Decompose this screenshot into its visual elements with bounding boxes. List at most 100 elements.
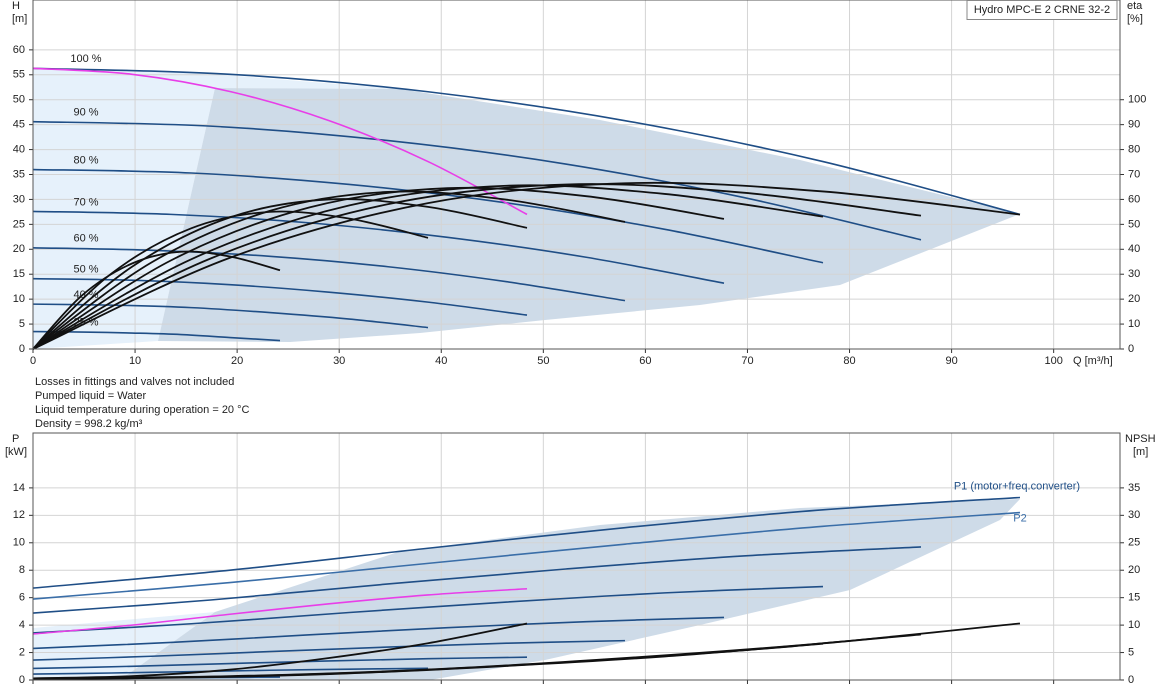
curve-label: 70 %	[73, 196, 98, 208]
x-tick-label: 0	[30, 355, 36, 367]
y-tick-label: 15	[13, 268, 25, 280]
y-tick-label: 12	[13, 509, 25, 521]
curve	[32, 639, 625, 661]
secondary-curve	[32, 210, 429, 350]
x-tick-label: 10	[129, 355, 141, 367]
curve	[32, 330, 281, 342]
y2-tick-label: 0	[1128, 674, 1134, 686]
y-tick-label: 0	[19, 343, 25, 355]
plot-layer: 0 10 20 30 40 50 60 70 80 90 100051015202530354045…	[13, 0, 1146, 686]
y2-axis-unit: [%]	[1127, 13, 1143, 25]
y-tick-label: 5	[19, 318, 25, 330]
light-range	[33, 68, 400, 349]
x-tick-label: 20	[231, 355, 243, 367]
y2-tick-label: 40	[1128, 243, 1140, 255]
x-tick-label: 80	[843, 355, 855, 367]
y2-tick-label: 5	[1128, 646, 1134, 658]
y-axis-unit: [m]	[12, 13, 27, 25]
note: Density = 998.2 kg/m³	[35, 418, 143, 430]
y-axis-unit: [kW]	[5, 446, 27, 458]
curve-label: 100 %	[70, 53, 101, 65]
secondary-curve	[32, 250, 281, 350]
x-axis-label: Q [m³/h]	[1073, 355, 1113, 367]
curve-label: 80 %	[73, 154, 98, 166]
x-tick-label: 100	[1044, 355, 1062, 367]
light-range	[33, 612, 215, 680]
y-tick-label: 6	[19, 592, 25, 604]
y2-axis-unit: [m]	[1133, 446, 1148, 458]
chart-title: Hydro MPC-E 2 CRNE 32-2	[974, 4, 1110, 16]
curve-label: P1 (motor+freq.converter)	[954, 480, 1080, 492]
curve	[32, 587, 528, 635]
x-tick-label: 70	[741, 355, 753, 367]
secondary-curve	[32, 622, 528, 680]
y2-tick-label: 20	[1128, 564, 1140, 576]
note: Losses in fittings and valves not includ…	[35, 376, 234, 388]
y2-tick-label: 30	[1128, 509, 1140, 521]
y2-axis-label: NPSH	[1125, 433, 1156, 445]
y-tick-label: 0	[19, 674, 25, 686]
curve	[32, 120, 922, 241]
title-box	[966, 0, 1118, 20]
y-tick-label: 45	[13, 119, 25, 131]
secondary-curve	[32, 181, 1021, 350]
y2-axis-label: eta	[1127, 0, 1143, 12]
y-tick-label: 55	[13, 69, 25, 81]
y2-tick-label: 100	[1128, 94, 1146, 106]
curve	[32, 210, 725, 284]
curve	[32, 585, 824, 634]
y-tick-label: 40	[13, 143, 25, 155]
y2-tick-label: 35	[1128, 482, 1140, 494]
y2-tick-label: 30	[1128, 268, 1140, 280]
x-tick-label: 30	[333, 355, 345, 367]
y-tick-label: 4	[19, 619, 25, 631]
secondary-curve	[32, 642, 824, 680]
y2-tick-label: 25	[1128, 537, 1140, 549]
curve-label: P2	[1013, 512, 1026, 524]
secondary-curve	[32, 183, 922, 350]
y2-tick-label: 60	[1128, 193, 1140, 205]
y-tick-label: 2	[19, 646, 25, 658]
y-tick-label: 8	[19, 564, 25, 576]
curve	[32, 656, 528, 670]
y2-tick-label: 80	[1128, 143, 1140, 155]
curve	[32, 246, 626, 302]
y-tick-label: 20	[13, 243, 25, 255]
curve	[32, 616, 725, 650]
curve	[32, 67, 1021, 216]
y-tick-label: 25	[13, 218, 25, 230]
curve	[32, 667, 429, 675]
note: Pumped liquid = Water	[35, 390, 147, 402]
curve-label: 90 %	[73, 107, 98, 119]
secondary-curve	[32, 198, 528, 350]
curve	[32, 303, 429, 329]
curve-label: 50 %	[73, 264, 98, 276]
secondary-curve	[32, 186, 725, 350]
y-tick-label: 50	[13, 94, 25, 106]
note: Liquid temperature during operation = 20…	[35, 404, 250, 416]
plot-frame	[32, 0, 1121, 350]
y2-tick-label: 15	[1128, 592, 1140, 604]
curve-label: 60 %	[73, 233, 98, 245]
power-range	[120, 499, 1020, 680]
y-tick-label: 60	[13, 44, 25, 56]
y-tick-label: 10	[13, 293, 25, 305]
y-tick-label: 14	[13, 482, 25, 494]
y-axis-label: P	[12, 433, 19, 445]
x-tick-label: 90	[945, 355, 957, 367]
y2-tick-label: 10	[1128, 318, 1140, 330]
curve	[32, 511, 1021, 600]
y-tick-label: 35	[13, 168, 25, 180]
y-axis-label: H	[12, 0, 20, 12]
curve	[32, 546, 922, 614]
curve	[32, 277, 528, 316]
curve	[32, 496, 1021, 589]
y2-tick-label: 20	[1128, 293, 1140, 305]
y2-tick-label: 0	[1128, 343, 1134, 355]
curve	[32, 67, 528, 216]
y2-tick-label: 90	[1128, 119, 1140, 131]
y-tick-label: 10	[13, 537, 25, 549]
x-tick-label: 40	[435, 355, 447, 367]
y2-tick-label: 70	[1128, 168, 1140, 180]
